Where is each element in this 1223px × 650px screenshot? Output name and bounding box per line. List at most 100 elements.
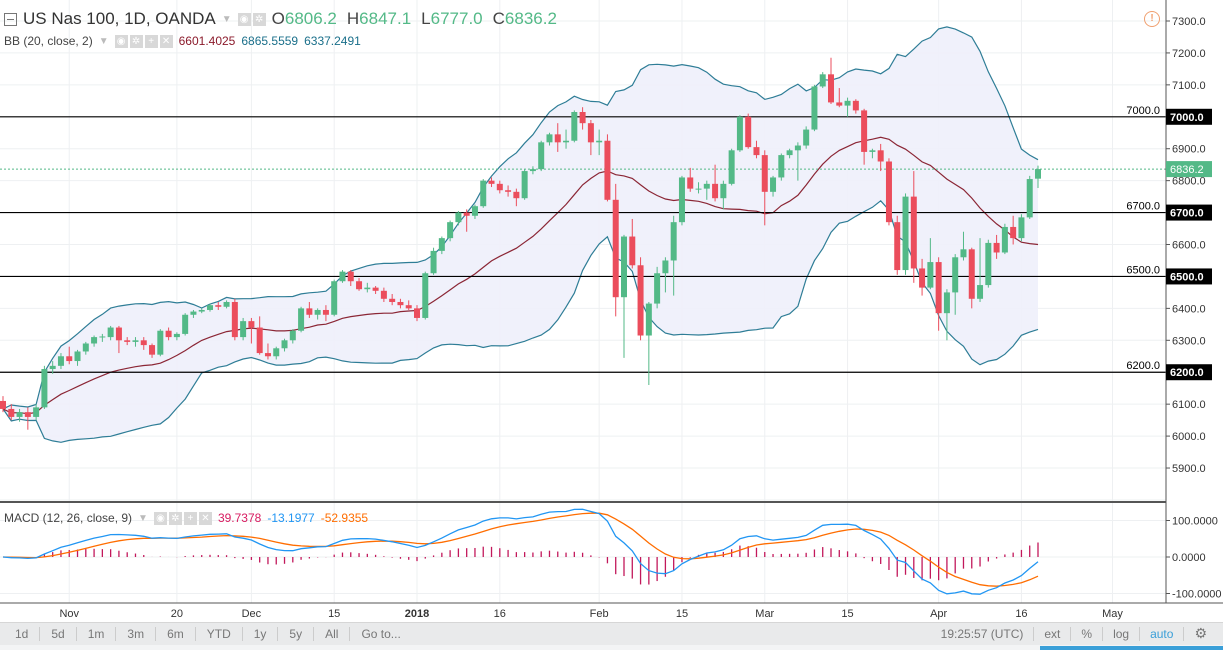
candle (165, 327, 172, 341)
candle (678, 175, 685, 226)
candle (215, 301, 222, 310)
candle-body (8, 408, 15, 417)
candle-body (819, 74, 826, 87)
close-icon[interactable]: ✕ (198, 511, 212, 525)
eye-icon[interactable]: ◉ (114, 34, 128, 48)
symbol-title[interactable]: US Nas 100, 1D, OANDA (23, 9, 216, 28)
gear-icon[interactable]: ✲ (252, 12, 266, 26)
range-ytd-button[interactable]: YTD (196, 627, 243, 641)
candle (778, 153, 785, 181)
candle (571, 110, 578, 143)
bb-lower-band (2, 199, 1039, 443)
symbol-legend: US Nas 100, 1D, OANDA ▼ ◉ ✲ O6806.2 H6847… (4, 9, 557, 29)
candle-body (414, 308, 420, 318)
candle (140, 337, 147, 350)
candle-body (157, 330, 164, 355)
candle-body (306, 308, 313, 315)
candle-body (190, 311, 197, 315)
candle (952, 254, 959, 315)
range-3m-button[interactable]: 3m (116, 627, 157, 641)
range-1m-button[interactable]: 1m (77, 627, 117, 641)
candle (289, 329, 296, 344)
candle-body (372, 287, 379, 291)
plus-icon[interactable]: + (144, 34, 158, 48)
bottom-panel-tab[interactable] (1040, 646, 1223, 650)
candle-body (596, 140, 603, 143)
candle (488, 177, 495, 188)
close-label: C (492, 9, 505, 28)
candle (364, 282, 371, 293)
macd-title[interactable]: MACD (12, 26, close, 9) (4, 511, 133, 525)
candle (24, 407, 31, 430)
candle (480, 179, 487, 208)
range-all-button[interactable]: All (314, 627, 351, 641)
bb-legend: BB (20, close, 2) ▼ ◉ ✲ + ✕ 6601.4025 6865.… (4, 34, 361, 48)
candle-body (107, 327, 114, 338)
chevron-down-icon[interactable]: ▼ (138, 512, 148, 524)
ext-button[interactable]: ext (1033, 627, 1070, 641)
log-button[interactable]: log (1102, 627, 1139, 641)
candle-body (91, 337, 98, 344)
symbol-controls: ◉ ✲ (237, 12, 266, 26)
range-5y-button[interactable]: 5y (278, 627, 315, 641)
time-tick-label: Feb (590, 608, 609, 620)
eye-icon[interactable]: ◉ (237, 12, 251, 26)
range-1y-button[interactable]: 1y (243, 627, 279, 641)
candle-body (430, 250, 437, 274)
gear-icon[interactable]: ✲ (168, 511, 182, 525)
candle-body (82, 343, 89, 352)
goto-button[interactable]: Go to... (361, 627, 401, 641)
price-tick-label: 6900.0 (1172, 144, 1206, 156)
candle (74, 349, 81, 366)
bottom-strip (0, 645, 1223, 650)
candle-body (207, 305, 213, 310)
time-tick-label: 15 (328, 608, 340, 620)
candle-body (753, 147, 760, 156)
candle (977, 238, 984, 302)
collapse-icon[interactable] (4, 12, 17, 26)
range-5d-button[interactable]: 5d (40, 627, 77, 641)
percent-button[interactable]: % (1070, 627, 1102, 641)
candle-body (728, 150, 735, 184)
candle-body (1001, 226, 1008, 253)
auto-button[interactable]: auto (1139, 627, 1183, 641)
gear-icon[interactable]: ⚙ (1183, 626, 1217, 641)
plus-icon[interactable]: + (183, 511, 197, 525)
chevron-down-icon[interactable]: ▼ (221, 13, 232, 25)
candle-body (861, 110, 868, 152)
range-1d-button[interactable]: 1d (4, 627, 41, 641)
candle (687, 167, 694, 192)
candle-body (968, 249, 975, 299)
macd-signal-value: -52.9355 (320, 511, 369, 525)
range-6m-button[interactable]: 6m (156, 627, 196, 641)
macd-legend: MACD (12, 26, close, 9) ▼ ◉ ✲ + ✕ 39.7378 -… (4, 511, 368, 525)
candle-body (298, 308, 305, 331)
alert-icon[interactable]: ! (1144, 11, 1160, 27)
eye-icon[interactable]: ◉ (153, 511, 167, 525)
price-tick-label: 6300.0 (1172, 335, 1206, 347)
time-tick-label: Nov (59, 608, 79, 620)
candle-body (480, 180, 487, 207)
candle-body (115, 327, 122, 341)
candle (182, 313, 189, 336)
candle-body (49, 365, 56, 370)
gear-icon[interactable]: ✲ (129, 34, 143, 48)
candle (471, 204, 478, 219)
last-price-label-bg (1166, 161, 1212, 178)
time-tick-label: 15 (841, 608, 853, 620)
price-tick-label: 6100.0 (1172, 399, 1206, 411)
close-icon[interactable]: ✕ (159, 34, 173, 48)
chart-canvas[interactable]: 7000.0 6700.0 6500.0 6200.0 7300.0 7200.0 7100… (0, 0, 1223, 622)
macd-line (2, 508, 1039, 595)
candle (505, 185, 512, 197)
candle (49, 361, 56, 374)
clock-time[interactable]: 19:25:57 (UTC) (940, 627, 1024, 641)
chevron-down-icon[interactable]: ▼ (98, 35, 109, 47)
bb-title[interactable]: BB (20, close, 2) (4, 34, 93, 48)
level-line-label: 6700.0 (1126, 201, 1160, 213)
candle (803, 126, 810, 149)
bb-lower-value: 6337.2491 (304, 34, 361, 48)
candle-body (99, 336, 106, 338)
open-value: 6806.2 (284, 9, 337, 28)
candle-body (24, 412, 31, 417)
